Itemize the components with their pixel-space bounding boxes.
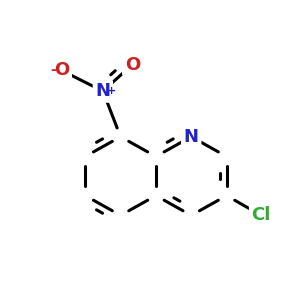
Text: Cl: Cl — [252, 206, 271, 224]
Text: O: O — [54, 61, 69, 80]
Text: N: N — [184, 128, 199, 146]
Text: +: + — [107, 86, 116, 96]
Text: O: O — [125, 56, 140, 74]
Text: N: N — [95, 82, 110, 100]
Text: -: - — [50, 64, 56, 77]
